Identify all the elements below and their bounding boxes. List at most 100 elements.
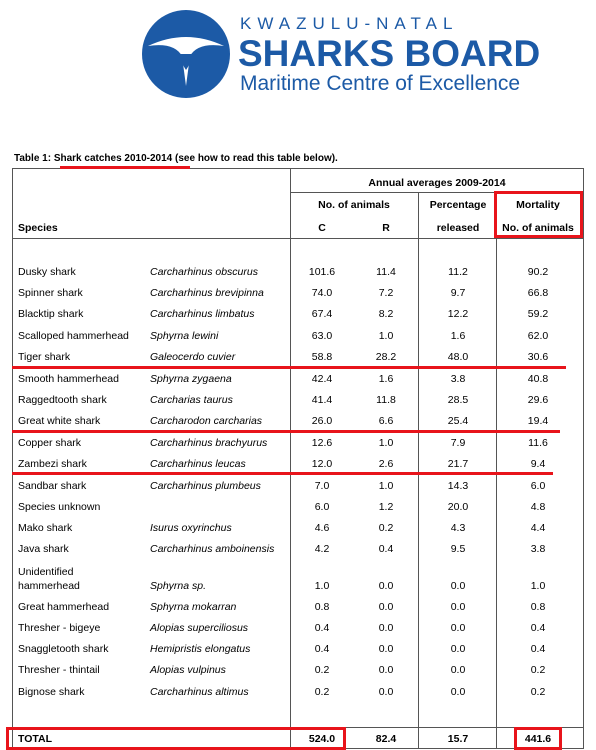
col-animals: No. of animals xyxy=(318,199,390,211)
total-value: 82.4 xyxy=(375,733,397,745)
cell-value: 41.4 xyxy=(311,394,333,406)
cell-value: 7.9 xyxy=(450,437,466,449)
cell-value: 0.0 xyxy=(450,622,466,634)
cell-value: 0.0 xyxy=(378,601,394,613)
cell-value: 40.8 xyxy=(527,373,549,385)
rule xyxy=(12,168,584,169)
scientific-name: Carcharhinus obscurus xyxy=(150,266,258,278)
scientific-name: Carcharhinus altimus xyxy=(150,686,249,698)
rule xyxy=(12,168,13,749)
cell-value: 74.0 xyxy=(311,287,333,299)
highlight-underline xyxy=(60,166,190,169)
highlight-underline xyxy=(12,430,560,433)
common-name: Unidentified hammerhead xyxy=(18,566,80,592)
cell-value: 0.4 xyxy=(530,643,546,655)
rule xyxy=(290,192,584,193)
cell-value: 1.0 xyxy=(378,480,394,492)
cell-value: 0.0 xyxy=(450,664,466,676)
cell-value: 2.6 xyxy=(378,458,394,470)
cell-value: 0.8 xyxy=(314,601,330,613)
highlight-underline xyxy=(12,366,566,369)
highlight-box xyxy=(514,727,562,750)
scientific-name: Sphyrna zygaena xyxy=(150,373,232,385)
cell-value: 8.2 xyxy=(378,308,394,320)
cell-value: 9.5 xyxy=(450,543,466,555)
cell-value: 101.6 xyxy=(308,266,336,278)
cell-value: 59.2 xyxy=(527,308,549,320)
cell-value: 42.4 xyxy=(311,373,333,385)
common-name: Great hammerhead xyxy=(18,601,110,613)
cell-value: 3.8 xyxy=(530,543,546,555)
cell-value: 28.5 xyxy=(447,394,469,406)
cell-value: 7.0 xyxy=(314,480,330,492)
scientific-name: Hemipristis elongatus xyxy=(150,643,251,655)
common-name: Zambezi shark xyxy=(18,458,87,470)
highlight-underline xyxy=(12,472,553,475)
common-name: Dusky shark xyxy=(18,266,76,278)
rule xyxy=(290,168,291,749)
common-name: Scalloped hammerhead xyxy=(18,330,129,342)
cell-value: 1.0 xyxy=(378,437,394,449)
table-caption: Table 1: Shark catches 2010-2014 (see ho… xyxy=(14,152,338,166)
common-name: Great white shark xyxy=(18,415,101,427)
common-name: Snaggletooth shark xyxy=(18,643,109,655)
cell-value: 11.6 xyxy=(528,437,548,449)
cell-value: 0.2 xyxy=(314,664,330,676)
cell-value: 11.4 xyxy=(376,266,396,278)
common-name: Sandbar shark xyxy=(18,480,87,492)
scientific-name: Galeocerdo cuvier xyxy=(150,351,236,363)
cell-value: 4.2 xyxy=(314,543,330,555)
cell-value: 25.4 xyxy=(447,415,469,427)
cell-value: 12.2 xyxy=(447,308,469,320)
cell-value: 4.3 xyxy=(450,522,466,534)
cell-value: 0.0 xyxy=(450,686,466,698)
common-name: Mako shark xyxy=(18,522,73,534)
scientific-name: Carcharhinus brevipinna xyxy=(150,287,264,299)
common-name: Bignose shark xyxy=(18,686,85,698)
cell-value: 6.0 xyxy=(530,480,546,492)
cell-value: 6.0 xyxy=(314,501,330,513)
cell-value: 6.6 xyxy=(378,415,394,427)
logo-emblem xyxy=(142,10,230,98)
cell-value: 4.4 xyxy=(530,522,546,534)
total-value: 524.0 xyxy=(308,733,336,745)
cell-value: 7.2 xyxy=(378,287,394,299)
highlight-box xyxy=(6,727,346,750)
common-name: Blacktip shark xyxy=(18,308,84,320)
cell-value: 0.2 xyxy=(378,522,394,534)
cell-value: 1.0 xyxy=(378,330,394,342)
cell-value: 0.2 xyxy=(530,664,546,676)
cell-value: 21.7 xyxy=(447,458,469,470)
cell-value: 11.8 xyxy=(376,394,396,406)
cell-value: 20.0 xyxy=(447,501,469,513)
cell-value: 90.2 xyxy=(527,266,549,278)
cell-value: 0.4 xyxy=(314,643,330,655)
cell-value: 0.0 xyxy=(450,601,466,613)
org-top: KWAZULU-NATAL xyxy=(240,14,459,33)
cell-value: 4.8 xyxy=(530,501,546,513)
scientific-name: Isurus oxyrinchus xyxy=(150,522,232,534)
rule xyxy=(12,238,584,239)
common-name: Tiger shark xyxy=(18,351,71,363)
cell-value: 0.4 xyxy=(378,543,394,555)
cell-value: 4.6 xyxy=(314,522,330,534)
cell-value: 0.0 xyxy=(378,643,394,655)
cell-value: 66.8 xyxy=(527,287,549,299)
common-name: Thresher - thintail xyxy=(18,664,100,676)
cell-value: 67.4 xyxy=(311,308,333,320)
scientific-name: Carcharhinus brachyurus xyxy=(150,437,268,449)
col-mortality: Mortality xyxy=(516,199,560,211)
cell-value: 12.0 xyxy=(311,458,333,470)
col-c: C xyxy=(318,222,326,234)
total-value: 441.6 xyxy=(524,733,552,745)
cell-value: 1.2 xyxy=(378,501,394,513)
total-label: TOTAL xyxy=(18,733,53,745)
group-header: Annual averages 2009-2014 xyxy=(368,177,506,189)
caption-label: Table 1: xyxy=(14,153,52,164)
common-name: Java shark xyxy=(18,543,69,555)
cell-value: 58.8 xyxy=(311,351,333,363)
cell-value: 1.6 xyxy=(450,330,466,342)
cell-value: 1.6 xyxy=(378,373,394,385)
scientific-name: Carcharias taurus xyxy=(150,394,233,406)
